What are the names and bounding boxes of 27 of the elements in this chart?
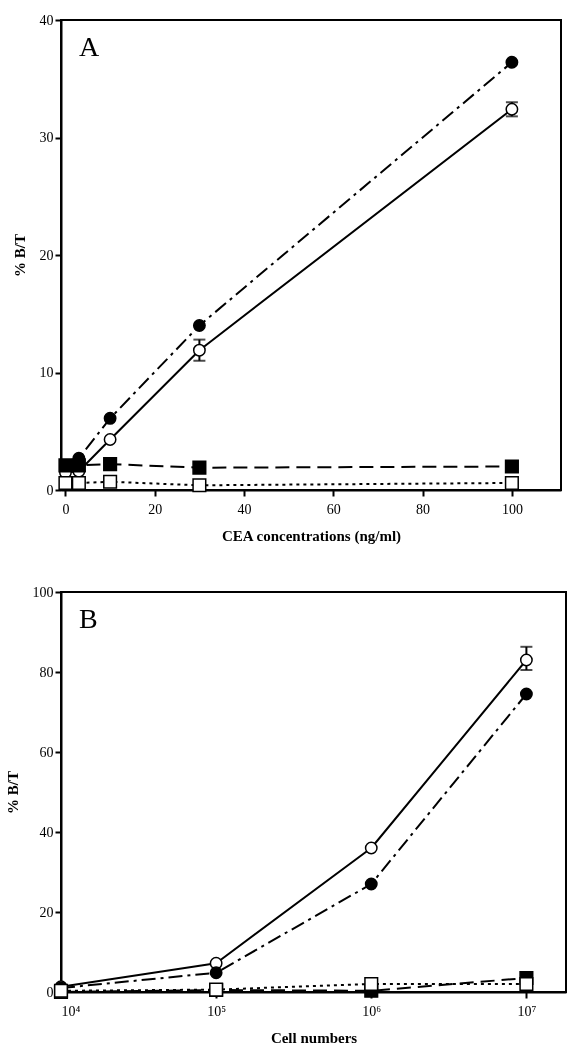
y-tick-label: 10 [39, 365, 54, 380]
y-axis-title: % B/T [11, 234, 28, 277]
x-tick-label: 60 [326, 501, 341, 517]
x-tick-label: 10⁶ [362, 1003, 382, 1019]
x-axis-title: Cell numbers [270, 1029, 358, 1046]
y-tick-label: 80 [39, 664, 54, 680]
y-tick-label: 40 [39, 824, 54, 840]
x-axis-title: CEA concentrations (ng/ml) [221, 527, 402, 545]
y-tick-label: 0 [46, 984, 54, 1000]
y-tick-label: 100 [32, 584, 54, 600]
y-tick-label: 20 [39, 247, 54, 263]
x-tick-label: 10⁵ [207, 1003, 227, 1019]
y-tick-label: 40 [39, 12, 54, 28]
y-tick-label: 30 [39, 130, 54, 145]
x-tick-label: 10⁷ [517, 1003, 537, 1019]
x-tick-label: 0 [62, 501, 70, 517]
y-axis-title: % B/T [4, 771, 21, 814]
x-tick-label: 20 [148, 501, 163, 517]
chart-title: A [79, 31, 100, 62]
x-tick-label: 100 [501, 501, 523, 517]
y-tick-label: 20 [39, 904, 54, 920]
x-tick-label: 40 [237, 501, 252, 517]
y-tick-label: 0 [46, 482, 54, 498]
x-tick-label: 10⁴ [61, 1003, 81, 1019]
x-tick-label: 80 [416, 501, 431, 517]
chart-title: B [79, 603, 98, 634]
y-tick-label: 60 [39, 744, 54, 760]
